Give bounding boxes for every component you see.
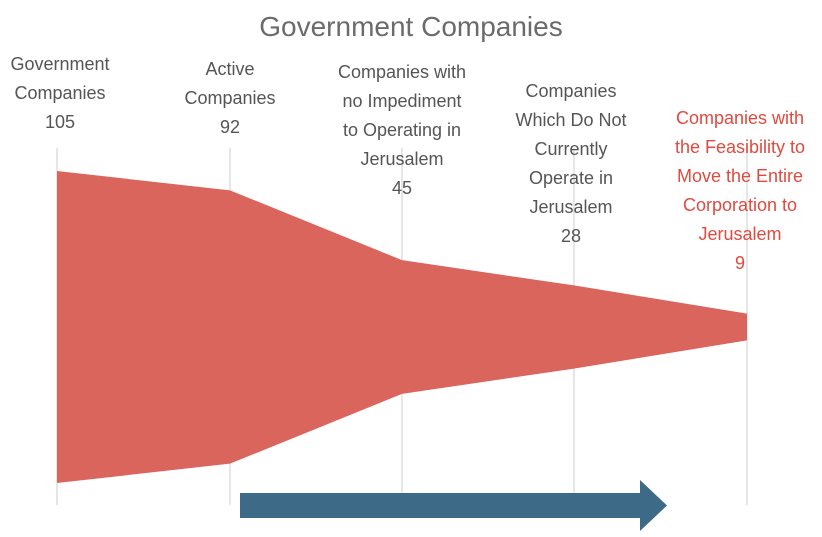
stage-value-label: 92 — [220, 117, 240, 137]
stage-label-line: Government — [10, 54, 109, 74]
stage-label-line: Companies with — [338, 62, 466, 82]
stage-label-line: to Operating in — [343, 120, 461, 140]
stage-label-line: Companies — [184, 88, 275, 108]
stage-label-line: the Feasibility to — [675, 137, 805, 157]
stage-label-line: Operate in — [529, 168, 613, 188]
arrow-body — [240, 493, 645, 518]
stage-label-line: Move the Entire — [677, 166, 803, 186]
stage-label-line: Currently — [534, 139, 607, 159]
stage-label-line: Companies with — [676, 108, 804, 128]
right-arrow-icon — [240, 480, 667, 531]
stage-label-line: Corporation to — [683, 195, 797, 215]
stage-label-line: no Impediment — [342, 91, 461, 111]
stage-label-line: Companies — [14, 83, 105, 103]
stage-label-line: Jerusalem — [529, 197, 612, 217]
funnel-area — [57, 171, 747, 483]
arrow-head — [640, 480, 667, 531]
stage-labels: Government Companies 105 Active Companies 92 C… — [10, 54, 805, 273]
stage-value-label: 45 — [392, 178, 412, 198]
stage-value-label: 105 — [45, 112, 75, 132]
stage-label-line: Jerusalem — [698, 224, 781, 244]
stage-label-line: Companies — [525, 81, 616, 101]
stage-label-line: Jerusalem — [360, 149, 443, 169]
chart-title: Government Companies — [259, 11, 562, 42]
stage-value-label: 9 — [735, 253, 745, 273]
stage-value-label: 28 — [561, 226, 581, 246]
stage-label-line: Which Do Not — [515, 110, 626, 130]
stage-label-line: Active — [205, 59, 254, 79]
